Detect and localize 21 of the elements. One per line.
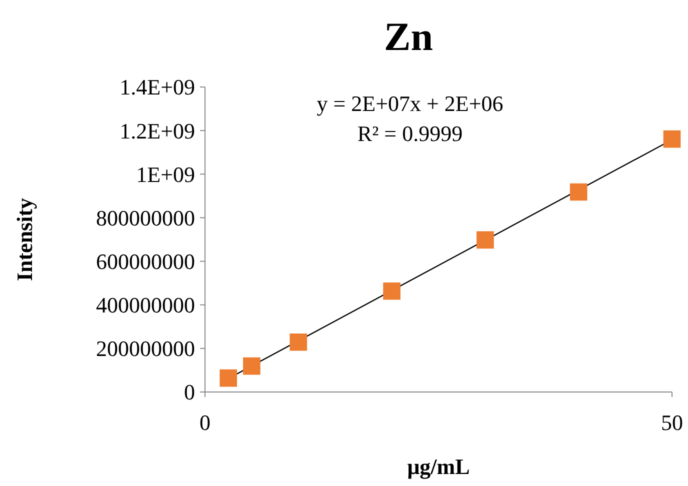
y-tick-label: 1.4E+09 (120, 74, 195, 100)
x-axis-title: μg/mL (407, 454, 470, 479)
point (570, 183, 588, 201)
point (290, 333, 308, 351)
chart-title: Zn (384, 14, 433, 59)
point (663, 130, 681, 148)
y-tick-label: 600000000 (96, 248, 195, 274)
y-tick-label: 200000000 (96, 336, 195, 362)
y-tick-label: 0 (184, 380, 195, 405)
y-axis-title: Intensity (12, 198, 37, 282)
x-tick-label: 50 (661, 410, 683, 435)
y-tick-label: 1.2E+09 (120, 118, 195, 144)
annotation: y = 2E+07x + 2E+06 (316, 91, 504, 116)
point (476, 231, 494, 249)
point (243, 357, 260, 375)
point (383, 282, 400, 300)
annotation: R² = 0.9999 (357, 121, 463, 146)
point (220, 369, 238, 387)
y-tick-label: 400000000 (96, 292, 195, 318)
y-tick-label: 1E+09 (136, 162, 195, 187)
y-tick-label: 800000000 (96, 205, 195, 230)
